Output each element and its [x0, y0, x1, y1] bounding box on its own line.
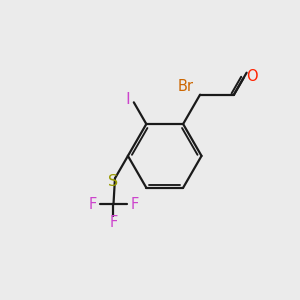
Text: O: O — [246, 69, 257, 84]
Text: S: S — [108, 174, 118, 189]
Text: F: F — [130, 197, 139, 212]
Text: I: I — [125, 92, 130, 107]
Text: F: F — [110, 215, 118, 230]
Text: Br: Br — [177, 79, 193, 94]
Text: F: F — [88, 197, 96, 212]
